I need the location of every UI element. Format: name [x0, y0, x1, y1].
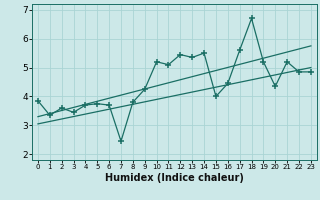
X-axis label: Humidex (Indice chaleur): Humidex (Indice chaleur) [105, 173, 244, 183]
